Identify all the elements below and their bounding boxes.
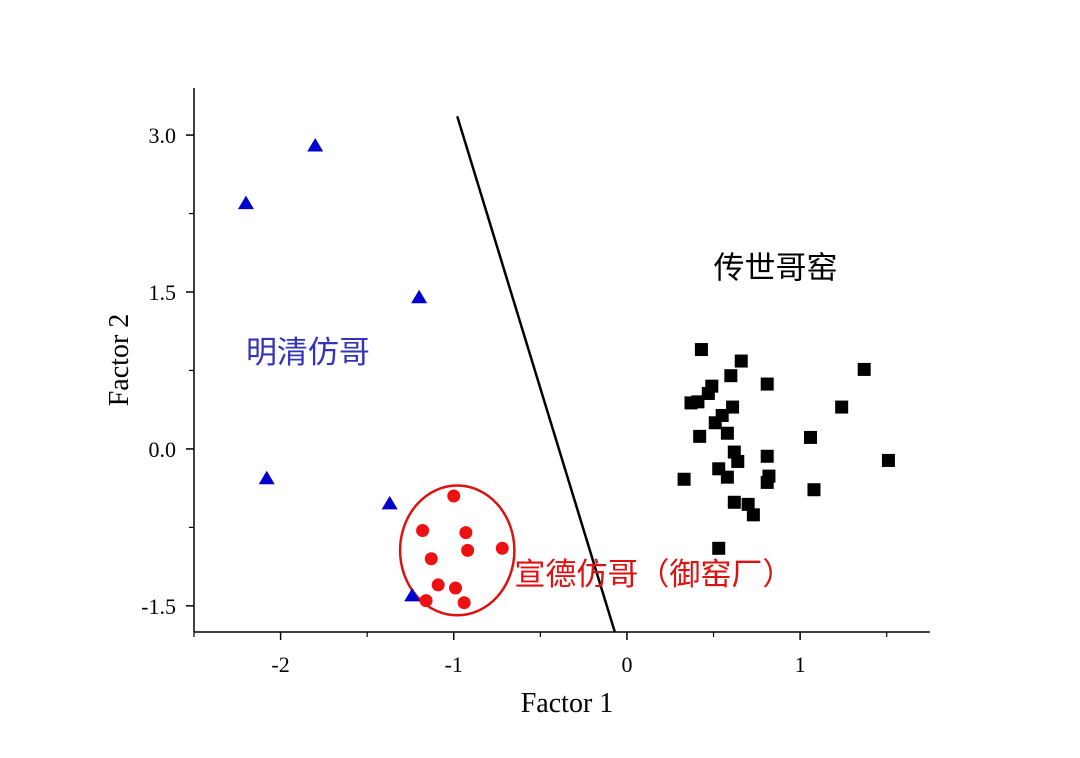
x-tick-label: 0 bbox=[621, 652, 632, 677]
square-point bbox=[694, 343, 708, 357]
square-point bbox=[835, 400, 849, 414]
y-tick-label: 0.0 bbox=[149, 437, 177, 462]
circle-point bbox=[431, 578, 445, 592]
x-tick-label: -2 bbox=[271, 652, 289, 677]
y-tick-label: 1.5 bbox=[149, 280, 177, 305]
y-axis-title: Factor 2 bbox=[104, 314, 135, 407]
annotation-label: 传世哥窑 bbox=[714, 250, 838, 286]
square-point bbox=[724, 369, 738, 383]
square-point bbox=[727, 495, 741, 509]
circle-point bbox=[424, 552, 438, 566]
ticks: -2 -1 0 1 3.0 1.5 0.0 -1.5 bbox=[141, 123, 888, 677]
square-point bbox=[693, 429, 707, 443]
circle-point bbox=[495, 541, 509, 555]
triangle-point bbox=[404, 587, 421, 602]
square-point bbox=[720, 470, 734, 484]
circle-point bbox=[459, 526, 473, 540]
data-points bbox=[237, 138, 895, 610]
circle-point bbox=[416, 524, 430, 538]
circle-point bbox=[448, 581, 462, 595]
y-tick-label: 3.0 bbox=[149, 123, 177, 148]
x-tick-label: -1 bbox=[445, 652, 463, 677]
annotation-label: 明清仿哥 bbox=[246, 335, 370, 371]
highlight-ellipse bbox=[398, 484, 516, 617]
triangle-point bbox=[411, 289, 428, 304]
annotation-label: 宣德仿哥（御窑厂） bbox=[514, 557, 793, 593]
square-point bbox=[731, 454, 745, 468]
x-axis-title: Factor 1 bbox=[521, 688, 614, 719]
square-point bbox=[691, 395, 705, 409]
square-point bbox=[807, 483, 821, 497]
circle-point bbox=[447, 489, 461, 503]
square-point bbox=[701, 386, 715, 400]
square-point bbox=[677, 472, 691, 486]
square-point bbox=[881, 453, 895, 467]
separator-line bbox=[456, 115, 617, 633]
circle-point bbox=[461, 543, 475, 557]
triangle-point bbox=[307, 138, 324, 152]
square-point bbox=[734, 354, 748, 368]
square-point bbox=[857, 362, 871, 376]
y-tick-label: -1.5 bbox=[141, 594, 176, 619]
axes bbox=[193, 88, 930, 633]
square-point bbox=[720, 426, 734, 440]
square-point bbox=[726, 400, 740, 414]
circle-point bbox=[457, 596, 471, 610]
square-point bbox=[760, 377, 774, 391]
square-point bbox=[746, 508, 760, 522]
separator-segment bbox=[456, 115, 617, 633]
square-point bbox=[741, 497, 755, 511]
square-point bbox=[760, 449, 774, 463]
circle-point bbox=[419, 594, 433, 608]
square-point bbox=[760, 475, 774, 489]
highlight-ellipse-shape bbox=[398, 484, 516, 617]
x-tick-label: 1 bbox=[795, 652, 806, 677]
square-point bbox=[804, 430, 818, 444]
square-point bbox=[708, 416, 722, 430]
triangle-point bbox=[258, 470, 275, 485]
triangle-point bbox=[381, 495, 398, 510]
square-point bbox=[712, 541, 726, 555]
triangle-point bbox=[237, 195, 254, 210]
